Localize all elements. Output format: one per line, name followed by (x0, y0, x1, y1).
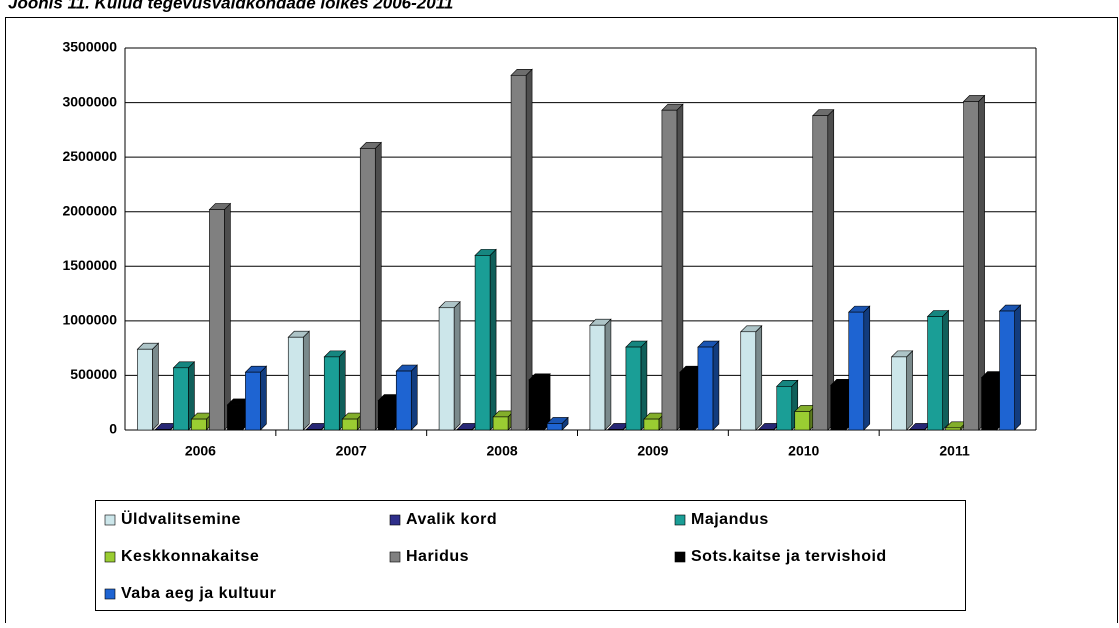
bar (395, 370, 412, 431)
legend-swatch (389, 514, 401, 526)
legend-swatch (104, 551, 116, 563)
y-tick-label: 500000 (70, 366, 117, 382)
bar (848, 311, 865, 431)
bar (999, 310, 1015, 431)
bar-side (224, 202, 231, 431)
bar (643, 418, 660, 431)
legend-label: Majandus (691, 511, 769, 528)
x-tick-label: 2011 (939, 443, 970, 459)
bar (776, 386, 793, 431)
bar-side (260, 365, 267, 431)
bar-side (827, 108, 835, 431)
bar (963, 101, 979, 431)
bar (981, 377, 997, 431)
bar (909, 429, 925, 431)
bar (287, 336, 304, 431)
legend-label: Keskkonnakaitse (121, 548, 259, 565)
bar (927, 316, 943, 431)
y-tick-label: 1000000 (62, 312, 117, 328)
bar-side (712, 340, 720, 431)
legend-label: Haridus (406, 548, 469, 565)
y-tick-label: 3000000 (62, 93, 117, 109)
legend-label: Sots.kaitse ja tervishoid (691, 548, 887, 565)
bar (341, 418, 358, 431)
bar (528, 379, 545, 431)
bar (607, 429, 624, 431)
chart-title: Joonis 11. Kulud tegevusvaldkondade lõik… (8, 0, 453, 12)
chart-frame (5, 17, 1118, 628)
y-tick-label: 2500000 (62, 148, 117, 164)
bar-side (755, 325, 763, 431)
legend-swatch (674, 551, 686, 563)
bar (830, 384, 847, 431)
bar (137, 348, 153, 431)
bar-side (152, 342, 159, 431)
bar (546, 423, 563, 431)
x-tick-label: 2007 (336, 443, 367, 459)
bar (492, 416, 509, 431)
bar (323, 356, 340, 431)
bar (740, 331, 757, 431)
bar-side (942, 309, 949, 431)
bar (438, 307, 455, 431)
legend-label: Vaba aeg ja kultuur (121, 585, 276, 602)
bar (945, 427, 961, 431)
bar (155, 429, 171, 431)
bar (625, 346, 642, 431)
bar (758, 429, 775, 431)
y-tick-label: 2000000 (62, 202, 117, 218)
bar (377, 400, 394, 431)
bar (794, 411, 811, 431)
bar (245, 371, 261, 431)
bar (679, 371, 696, 431)
y-tick-label: 1500000 (62, 257, 117, 273)
bar (589, 324, 606, 431)
bar (812, 115, 829, 431)
legend (95, 500, 966, 611)
bar-side (302, 330, 310, 431)
legend-swatch (674, 514, 686, 526)
bar (474, 255, 491, 431)
bar-side (604, 318, 612, 431)
legend-label: Üldvalitsemine (121, 509, 241, 528)
x-tick-label: 2010 (788, 443, 819, 459)
bar (359, 148, 376, 431)
x-tick-label: 2008 (487, 443, 518, 459)
bar-side (906, 350, 913, 431)
y-tick-label: 3500000 (62, 39, 117, 55)
bar (191, 418, 207, 431)
bar-side (1014, 304, 1021, 431)
bar-side (410, 364, 418, 431)
bar (891, 356, 907, 431)
bar-side (525, 68, 533, 431)
bar (697, 346, 714, 431)
legend-label: Avalik kord (406, 511, 497, 528)
x-tick-label: 2006 (185, 443, 216, 459)
legend-swatch (104, 588, 116, 600)
legend-swatch (104, 514, 116, 526)
bar (209, 209, 225, 431)
bar (305, 429, 322, 431)
bar-side (453, 301, 461, 431)
x-tick-label: 2009 (637, 443, 668, 459)
bar (456, 429, 473, 431)
bar (510, 74, 527, 431)
bar-side (374, 141, 382, 431)
legend-swatch (389, 551, 401, 563)
bar (173, 367, 189, 431)
bar (227, 404, 243, 431)
bar-side (863, 305, 871, 431)
bar-side (489, 248, 497, 431)
bar (661, 109, 678, 431)
y-tick-label: 0 (109, 421, 117, 437)
